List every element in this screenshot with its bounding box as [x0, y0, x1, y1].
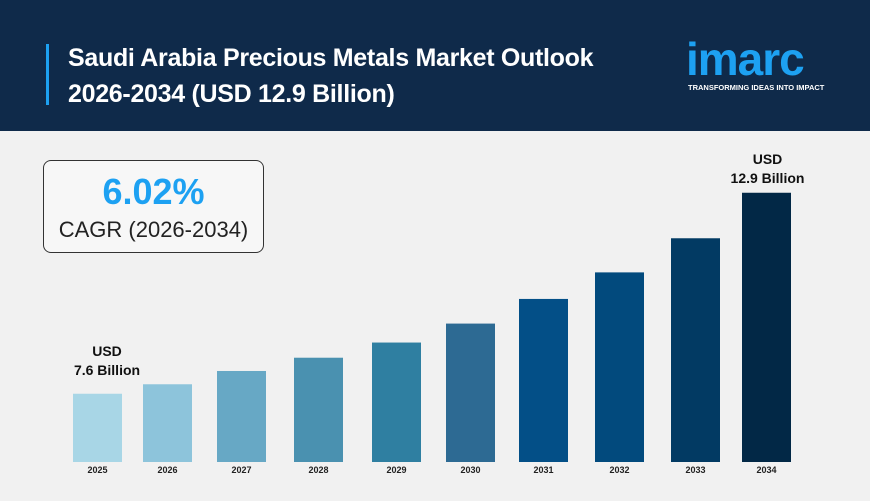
cagr-box: 6.02% CAGR (2026-2034) — [43, 160, 264, 253]
imarc-logo: imarc TRANSFORMING IDEAS INTO IMPACT — [686, 28, 836, 98]
x-tick-label-2026: 2026 — [157, 465, 177, 475]
cagr-value: 6.02% — [102, 171, 205, 212]
cagr-label: CAGR (2026-2034) — [58, 217, 249, 242]
bar-2030 — [446, 323, 495, 462]
annotation-2034: USD 12.9 Billion — [720, 150, 815, 188]
annotation-2034-line1: USD — [752, 151, 783, 167]
annotation-2034-line2: 12.9 Billion — [730, 170, 805, 186]
bar-2031 — [519, 298, 568, 462]
bar-2029 — [372, 342, 421, 462]
bar-2027 — [217, 370, 266, 462]
x-tick-label-2031: 2031 — [533, 465, 553, 475]
page-title: Saudi Arabia Precious Metals Market Outl… — [68, 40, 594, 112]
x-tick-label-2028: 2028 — [308, 465, 328, 475]
bar-2026 — [143, 384, 192, 462]
x-tick-label-2033: 2033 — [685, 465, 705, 475]
annotation-2025-line1: USD — [92, 343, 122, 359]
logo-tagline: TRANSFORMING IDEAS INTO IMPACT — [688, 83, 825, 92]
bar-2025 — [73, 393, 122, 462]
x-tick-label-2030: 2030 — [460, 465, 480, 475]
annotation-2025: USD 7.6 Billion — [62, 342, 152, 380]
bar-2028 — [294, 357, 343, 462]
x-tick-label-2032: 2032 — [609, 465, 629, 475]
title-line-1: Saudi Arabia Precious Metals Market Outl… — [68, 44, 594, 72]
x-tick-label-2034: 2034 — [756, 465, 776, 475]
annotation-2025-line2: 7.6 Billion — [73, 362, 141, 378]
bar-2032 — [595, 272, 644, 462]
title-line-2: 2026-2034 (USD 12.9 Billion) — [68, 80, 395, 108]
bar-2033 — [671, 238, 720, 462]
title-accent-bar — [46, 44, 49, 105]
header-banner: Saudi Arabia Precious Metals Market Outl… — [0, 0, 870, 131]
x-tick-label-2025: 2025 — [87, 465, 107, 475]
x-tick-label-2027: 2027 — [231, 465, 251, 475]
bar-2034 — [742, 192, 791, 463]
x-tick-label-2029: 2029 — [386, 465, 406, 475]
logo-wordmark: imarc — [686, 33, 805, 85]
